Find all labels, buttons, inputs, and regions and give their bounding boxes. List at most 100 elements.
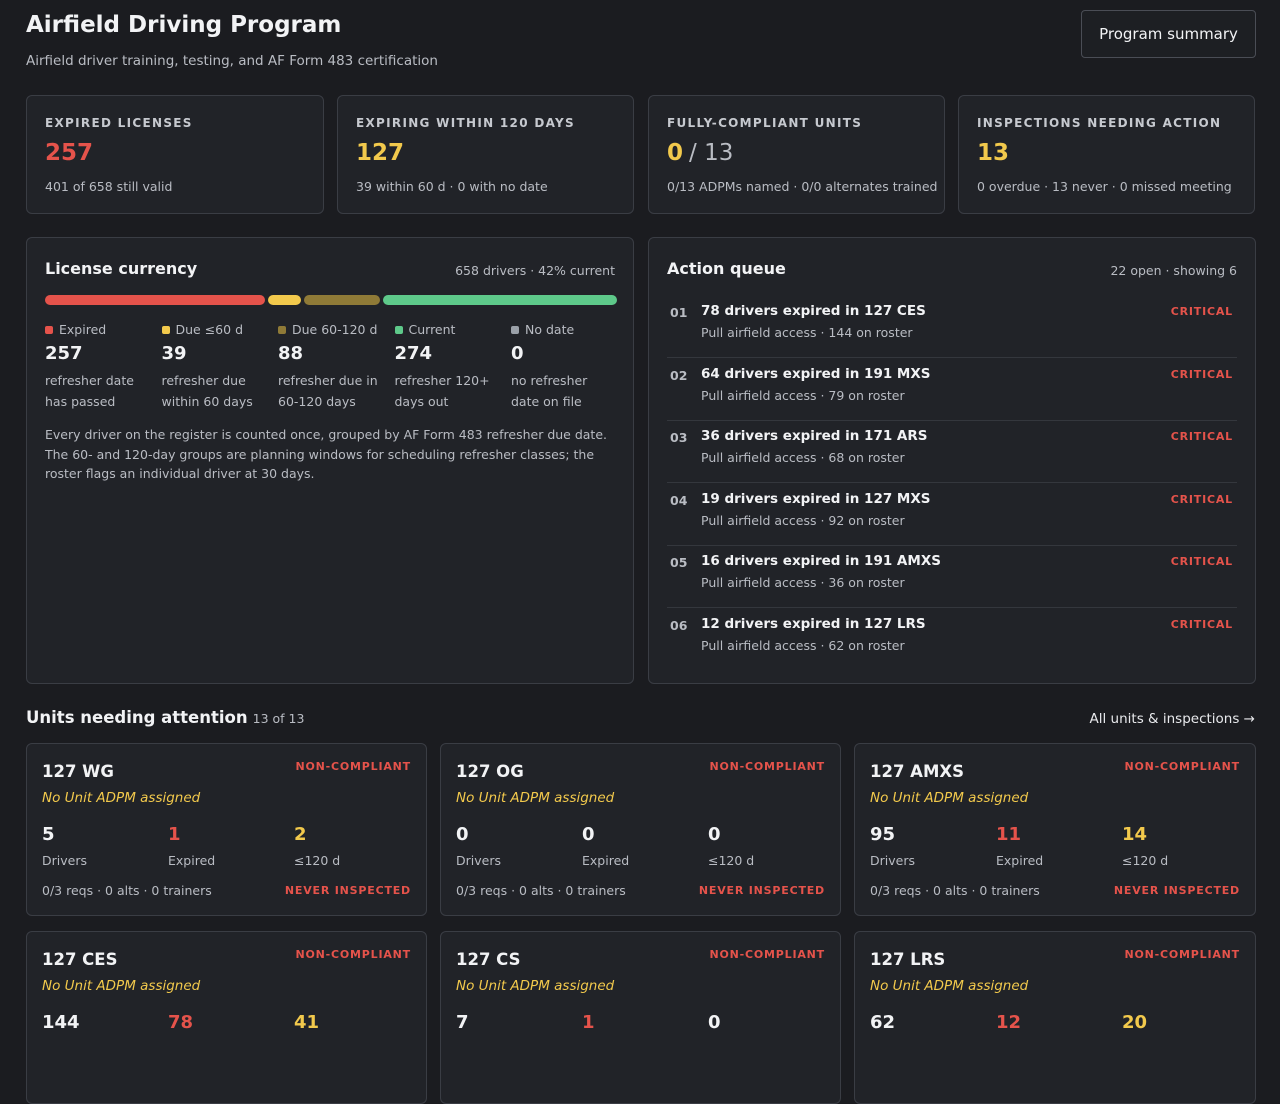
queue-severity: CRITICAL <box>1170 430 1233 443</box>
unit-footer: 0/3 reqs · 0 alts · 0 trainers <box>42 883 212 898</box>
unit-status: NON-COMPLIANT <box>709 760 825 773</box>
unit-stat-value: 11 <box>996 824 1022 845</box>
unit-stat-label: Drivers <box>870 853 915 868</box>
queue-severity: CRITICAL <box>1170 617 1233 631</box>
legend-text: Expired <box>59 322 107 337</box>
queue-item[interactable]: 05 16 drivers expired in 191 AMXS Pull air… <box>667 545 1237 608</box>
queue-item[interactable]: 03 36 drivers expired in 171 ARS Pull airf… <box>667 420 1237 483</box>
kpi-value: 257 <box>45 140 93 166</box>
unit-card[interactable]: 127 OG NON-COMPLIANT No Unit ADPM assigned… <box>440 743 841 916</box>
legend-description: refresher date has passed <box>45 373 134 409</box>
unit-status: NON-COMPLIANT <box>295 948 411 961</box>
queue-item[interactable]: 01 78 drivers expired in 127 CES Pull airf… <box>667 295 1237 358</box>
queue-detail: Pull airfield access · 68 on roster <box>701 450 905 465</box>
legend-swatch <box>278 325 286 334</box>
queue-detail: Pull airfield access · 79 on roster <box>701 387 905 403</box>
queue-number: 01 <box>670 305 688 320</box>
kpi-number: 13 <box>977 140 1010 166</box>
queue-item[interactable]: 02 64 drivers expired in 191 MXS Pull airf… <box>667 358 1237 421</box>
legend-swatch <box>394 325 403 334</box>
legend-swatch <box>45 325 53 334</box>
legend-name: Due ≤60 d <box>161 322 274 337</box>
panel-note: Every driver on the register is counted … <box>45 427 607 481</box>
unit-status: NON-COMPLIANT <box>1124 948 1240 961</box>
unit-stat: 95 Drivers <box>870 824 990 868</box>
kpi-label: FULLY-COMPLIANT UNITS <box>667 116 863 130</box>
queue-title: 64 drivers expired in 191 MXS <box>701 365 931 382</box>
unit-card[interactable]: 127 AMXS NON-COMPLIANT No Unit ADPM assign… <box>854 743 1256 916</box>
queue-detail: Pull airfield access · 92 on roster <box>701 512 905 528</box>
queue-item[interactable]: 04 19 drivers expired in 127 MXS Pull airf… <box>667 483 1237 546</box>
queue-detail: Pull airfield access · 62 on roster <box>701 637 905 653</box>
unit-card[interactable]: 127 CES NON-COMPLIANT No Unit ADPM assigne… <box>26 931 427 1104</box>
legend-text: Due 60-120 d <box>292 322 378 337</box>
legend-name: Current <box>394 322 507 337</box>
currency-legend-item: Current 274 refresher 120+ days out <box>394 322 507 412</box>
unit-stat: 11 Expired <box>996 824 1116 868</box>
legend-name: No date <box>511 322 623 337</box>
page-body: {"header": {"title": "Airfield Driving P… <box>26 10 1256 1104</box>
unit-adpm: No Unit ADPM assigned <box>456 978 615 994</box>
unit-stat-value: 1 <box>168 824 181 845</box>
currency-legend-item: Due ≤60 d 39 refresher due within 60 days <box>161 322 274 412</box>
unit-stat-label: Expired <box>168 853 216 868</box>
queue-title: 19 drivers expired in 127 MXS <box>701 490 931 507</box>
currency-segment <box>267 295 302 305</box>
unit-footer: 0/3 reqs · 0 alts · 0 trainers <box>870 883 1040 898</box>
queue-severity: CRITICAL <box>1170 492 1233 506</box>
unit-stat-label: ≤120 d <box>1122 853 1169 868</box>
unit-stat-value: 0 <box>708 824 721 845</box>
unit-stat: 0 ≤120 d <box>708 824 828 868</box>
unit-stat: 5 Drivers <box>42 824 162 868</box>
queue-number: 02 <box>670 367 688 383</box>
unit-status: NON-COMPLIANT <box>709 948 825 961</box>
kpi-label: EXPIRING WITHIN 120 DAYS <box>356 116 575 130</box>
legend-description: no refresher date on file <box>511 373 588 409</box>
queue-title: 16 drivers expired in 191 AMXS <box>701 553 941 569</box>
unit-stat-value: 14 <box>1122 824 1148 845</box>
kpi-note: 39 within 60 d · 0 with no date <box>356 179 548 194</box>
legend-value: 257 <box>45 343 83 364</box>
unit-stat-value: 0 <box>582 824 595 845</box>
queue-item[interactable]: 06 12 drivers expired in 127 LRS Pull airf… <box>667 608 1237 670</box>
queue-detail: Pull airfield access · 36 on roster <box>701 575 905 590</box>
unit-name: 127 CS <box>456 950 521 969</box>
queue-severity: CRITICAL <box>1170 305 1233 318</box>
unit-adpm: No Unit ADPM assigned <box>456 790 615 806</box>
currency-legend-item: Due 60-120 d 88 refresher due in 60-120 da… <box>278 322 390 412</box>
unit-name: 127 CES <box>42 950 118 969</box>
summary-button[interactable]: Program summary <box>1081 10 1256 58</box>
unit-status: NON-COMPLIANT <box>295 760 411 773</box>
unit-stat: 1 Expired <box>168 824 288 868</box>
legend-name: Expired <box>45 322 157 337</box>
panel-meta: 22 open · showing 6 <box>1110 263 1237 278</box>
legend-swatch <box>511 325 519 334</box>
license-panel: License currency 658 drivers · 42% curren… <box>26 237 634 684</box>
unit-card[interactable]: 127 CS NON-COMPLIANT No Unit ADPM assigned… <box>440 931 841 1104</box>
unit-stat: 0 Drivers <box>456 824 576 868</box>
queue-severity: CRITICAL <box>1170 367 1233 381</box>
unit-card[interactable]: 127 WG NON-COMPLIANT No Unit ADPM assigned… <box>26 743 427 916</box>
legend-value: 39 <box>161 343 187 364</box>
kpi-value: 13 <box>977 140 1009 166</box>
kpi-card: INSPECTIONS NEEDING ACTION 13 0 overdue · … <box>958 95 1255 214</box>
queue-panel: Action queue 22 open · showing 6 01 78 driv… <box>648 237 1256 684</box>
currency-legend-item: No date 0 no refresher date on file <box>511 322 623 412</box>
queue-title: 36 drivers expired in 171 ARS <box>701 428 928 444</box>
kpi-note: 401 of 658 still valid <box>45 179 173 194</box>
queue-title: 78 drivers expired in 127 CES <box>701 303 926 319</box>
units-link[interactable]: All units & inspections → <box>1089 711 1255 727</box>
legend-description: refresher due in 60-120 days <box>278 373 378 409</box>
legend-value: 274 <box>394 343 433 364</box>
unit-stat-label: Expired <box>582 853 630 868</box>
kpi-number: 127 <box>356 140 405 166</box>
unit-name: 127 WG <box>42 762 114 781</box>
unit-adpm: No Unit ADPM assigned <box>42 978 201 994</box>
unit-stat-label: Drivers <box>42 853 87 868</box>
queue-detail: Pull airfield access · 144 on roster <box>701 325 913 340</box>
unit-card[interactable]: 127 LRS NON-COMPLIANT No Unit ADPM assigne… <box>854 931 1256 1104</box>
unit-stat: 2 ≤120 d <box>294 824 414 868</box>
unit-stat-value: 5 <box>42 824 55 845</box>
legend-name: Due 60-120 d <box>278 322 390 337</box>
legend-description: refresher due within 60 days <box>161 373 253 409</box>
